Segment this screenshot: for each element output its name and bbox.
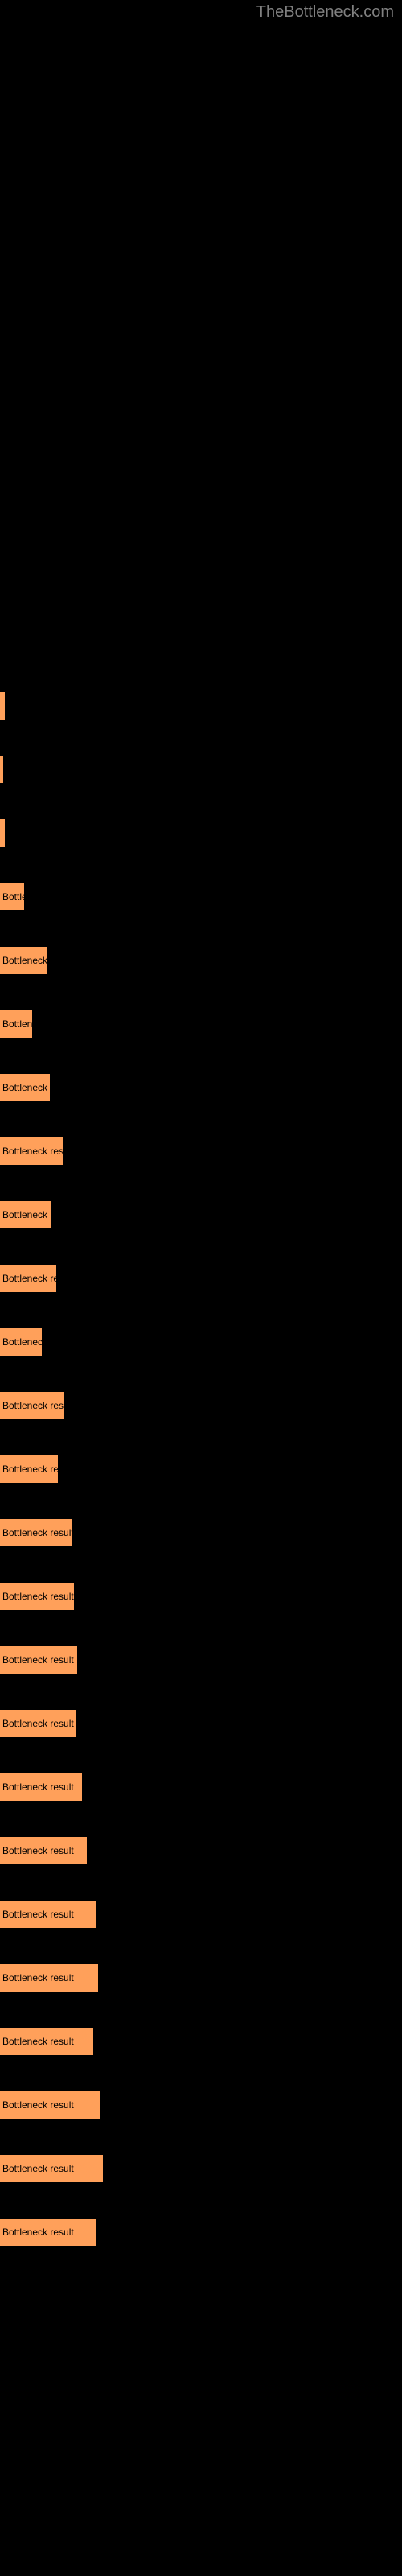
chart-bar: Bottleneck result	[0, 1901, 96, 1928]
chart-bar: Bottleneck result	[0, 2028, 93, 2055]
chart-bar: Bottleneck r	[0, 1201, 51, 1228]
chart-bar: Bottleneck result	[0, 1519, 72, 1546]
bar-row: Bottleneck result	[0, 1519, 402, 1546]
bar-row: Bottleneck result	[0, 2028, 402, 2055]
bar-row	[0, 756, 402, 783]
chart-bar: Bottleneck result	[0, 1773, 82, 1801]
chart-bar	[0, 692, 5, 720]
chart-bar: Bottleneck re	[0, 1265, 56, 1292]
bar-row: Bottleneck result	[0, 2155, 402, 2182]
chart-bar: Bottleneck	[0, 947, 47, 974]
chart-bar: Bottlen	[0, 1010, 32, 1038]
bar-row: Bottleneck resu	[0, 1392, 402, 1419]
chart-bar	[0, 756, 3, 783]
bar-row: Bottleneck re	[0, 1265, 402, 1292]
bar-row: Bottlenec	[0, 1328, 402, 1356]
chart-bar: Bottleneck result	[0, 1964, 98, 1992]
bar-row	[0, 819, 402, 847]
chart-bar: Bottleneck result	[0, 1646, 77, 1674]
bar-row: Bottlen	[0, 1010, 402, 1038]
bar-row	[0, 692, 402, 720]
bar-row: Bottleneck result	[0, 1710, 402, 1737]
chart-bar: Bottleneck result	[0, 1837, 87, 1864]
bar-row: Bottle	[0, 883, 402, 910]
chart-bar: Bottleneck result	[0, 2155, 103, 2182]
chart-bar: Bottleneck result	[0, 1583, 74, 1610]
bar-row: Bottleneck result	[0, 2219, 402, 2246]
chart-bar	[0, 819, 5, 847]
chart-bar: Bottlenec	[0, 1328, 42, 1356]
bar-row: Bottleneck re	[0, 1455, 402, 1483]
bar-row: Bottleneck result	[0, 1583, 402, 1610]
bar-chart: Bottle Bottleneck Bottlen Bottleneck r Bottl…	[0, 0, 402, 2246]
bar-row: Bottleneck	[0, 947, 402, 974]
chart-bar: Bottleneck result	[0, 2091, 100, 2119]
bar-row: Bottleneck result	[0, 1964, 402, 1992]
bar-row: Bottleneck result	[0, 2091, 402, 2119]
brand-logo: TheBottleneck.com	[256, 3, 394, 22]
bar-row: Bottleneck r	[0, 1201, 402, 1228]
bar-row: Bottleneck result	[0, 1901, 402, 1928]
bar-row: Bottleneck result	[0, 1837, 402, 1864]
chart-bar: Bottleneck r	[0, 1074, 50, 1101]
bar-row: Bottleneck resu	[0, 1137, 402, 1165]
chart-bar: Bottleneck resu	[0, 1392, 64, 1419]
bar-row: Bottleneck r	[0, 1074, 402, 1101]
bar-row: Bottleneck result	[0, 1646, 402, 1674]
bar-row: Bottleneck result	[0, 1773, 402, 1801]
chart-bar: Bottleneck re	[0, 1455, 58, 1483]
chart-bar: Bottleneck resu	[0, 1137, 63, 1165]
chart-bar: Bottleneck result	[0, 2219, 96, 2246]
chart-bar: Bottle	[0, 883, 24, 910]
chart-bar: Bottleneck result	[0, 1710, 76, 1737]
